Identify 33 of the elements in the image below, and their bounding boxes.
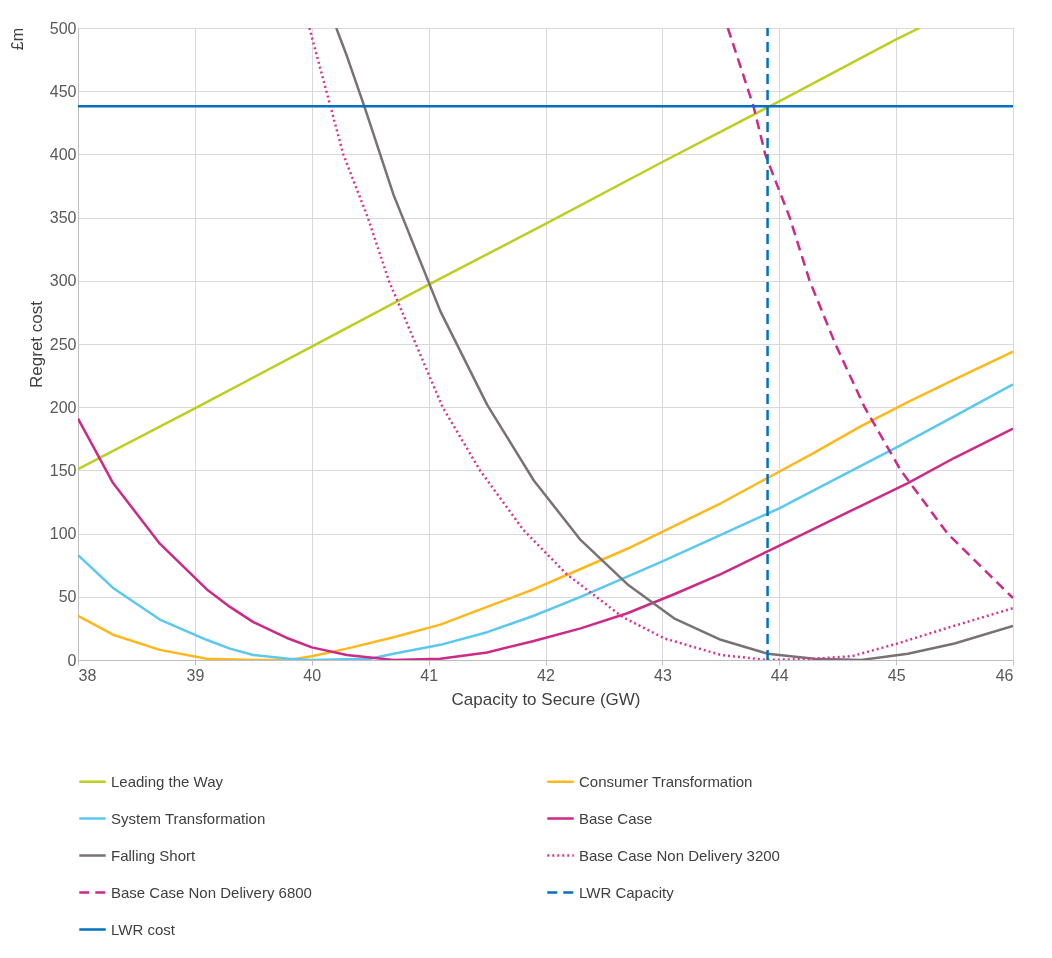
x-tick-label: 40 xyxy=(303,666,322,684)
y-tick-label: 0 xyxy=(67,651,77,669)
line-series xyxy=(78,28,921,471)
y-tick-label: 150 xyxy=(49,461,77,479)
x-tick-label: 44 xyxy=(770,666,789,684)
legend-label: Base Case Non Delivery 3200 xyxy=(579,846,780,864)
y-tick-label: 100 xyxy=(49,525,77,543)
x-tick-label: 46 xyxy=(995,666,1014,684)
legend-label: Consumer Transformation xyxy=(579,772,753,790)
y-tick-label: 200 xyxy=(49,398,77,416)
x-tick-label: 38 xyxy=(78,666,97,684)
x-tick-label: 43 xyxy=(653,666,672,684)
legend-label: Falling Short xyxy=(111,846,197,864)
x-tick-label: 42 xyxy=(537,666,555,684)
y-tick-label: 500 xyxy=(49,19,77,37)
y-tick-label: 450 xyxy=(49,82,77,100)
legend-label: Base Case Non Delivery 6800 xyxy=(111,883,312,901)
x-tick-label: 45 xyxy=(887,666,906,684)
y-tick-label: 300 xyxy=(49,272,77,290)
legend-label: Leading the Way xyxy=(111,772,224,790)
x-axis-title: Capacity to Secure (GW) xyxy=(451,689,641,709)
y-tick-label: 350 xyxy=(49,209,77,227)
y-axis-title: Regret cost xyxy=(26,300,46,388)
x-tick-label: 41 xyxy=(420,666,439,684)
legend-label: Base Case xyxy=(579,809,653,827)
y-tick-label: 50 xyxy=(58,588,77,606)
legend-label: LWR Capacity xyxy=(579,883,675,901)
x-tick-label: 39 xyxy=(186,666,205,684)
legend-label: LWR cost xyxy=(111,920,176,938)
text: £m xyxy=(9,28,26,51)
legend-label: System Transformation xyxy=(111,809,266,827)
y-tick-label: 250 xyxy=(49,335,77,353)
y-tick-label: 400 xyxy=(49,145,77,163)
